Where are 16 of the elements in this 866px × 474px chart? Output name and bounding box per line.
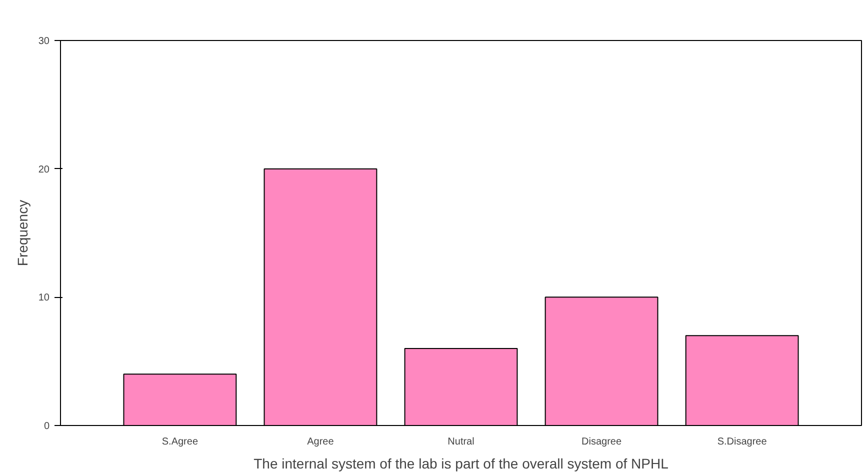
y-tick-label: 30 [38,36,50,47]
bar [264,168,378,426]
bar [123,374,237,426]
x-tick-label: S.Disagree [717,436,768,448]
bar [404,348,518,426]
x-tick-label: Nutral [448,436,474,448]
y-tick-label: 20 [38,164,50,176]
x-axis-title: The internal system of the lab is part of the overall system of NPHL [254,456,669,472]
y-axis-title: Frequency [14,200,30,266]
bar [685,335,799,426]
y-tick-label: 0 [44,421,50,432]
x-tick-label: Agree [307,436,334,448]
y-tick-label: 10 [38,292,50,304]
x-tick-label: S.Agree [162,436,198,448]
x-tick-label: Disagree [582,436,622,448]
bar [544,296,658,426]
